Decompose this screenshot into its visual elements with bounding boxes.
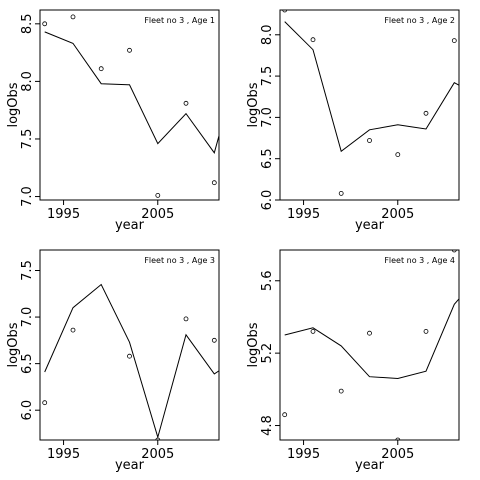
panel-3-fitted-line (44, 283, 219, 440)
panel-4-observed-point (310, 328, 316, 334)
panel-2-observed-point (395, 152, 401, 158)
panel-1-x-axis-label: year (115, 218, 145, 233)
panel-4-fitted-line (284, 298, 459, 380)
panel-4-y-tick-label: 5.6 (260, 270, 275, 291)
panel-4-observed-point (395, 437, 401, 440)
panel-4-x-axis-label: year (355, 458, 385, 473)
panel-2-observed-point (310, 37, 316, 43)
panel-1-y-axis-label: logObs (6, 82, 21, 127)
panel-1-observed-point (127, 47, 132, 53)
panel-2-marks (282, 10, 459, 196)
panel-2-y-tick-label: 8.0 (260, 24, 275, 45)
panel-1-observed-point (70, 14, 76, 20)
panel-4-observed-point (367, 330, 372, 336)
panel-1-fitted-line (44, 31, 219, 154)
panel-4-observed-point (338, 388, 344, 394)
panel-2-x-axis-label: year (355, 218, 385, 233)
panel-2-y-axis-label: logObs (246, 82, 261, 127)
panel-3-x-tick-label: 2005 (141, 447, 174, 462)
panel-3-x-axis-label: year (115, 458, 145, 473)
panel-3-y-tick-label: 6.0 (20, 400, 35, 421)
panel-4-title: Fleet no 3 , Age 4 (384, 256, 455, 265)
panel-2-observed-point (423, 110, 429, 116)
panel-2: 1995 2005 6.0 6.5 7.0 7.5 8.0 year logObs Fleet n… (246, 9, 460, 233)
panel-3-observed-point (211, 337, 217, 343)
panel-1-x-tick-label: 2005 (141, 207, 174, 222)
panel-1-observed-point (42, 21, 48, 27)
panel-2-y-tick-label: 7.0 (260, 107, 275, 128)
panel-2-frame (279, 9, 460, 201)
panel-3-y-tick-label: 7.0 (20, 307, 35, 328)
panel-2-observed-point (338, 190, 344, 196)
panel-2-observed-point (367, 138, 372, 143)
panel-2-observed-point (451, 38, 457, 43)
panel-4-marks (282, 250, 459, 440)
panel-3-frame (39, 249, 220, 441)
panel-4-frame (279, 249, 460, 441)
panel-3-x-tick-label: 1995 (47, 447, 80, 462)
panel-3-observed-point (183, 316, 189, 322)
panel-3-y-axis-label: logObs (6, 322, 21, 367)
panel-1-title: Fleet no 3 , Age 1 (144, 16, 215, 25)
panel-1-y-tick-label: 8.5 (20, 13, 35, 34)
panel-2-x-tick-label: 2005 (381, 207, 414, 222)
panel-3-y-tick-label: 6.5 (20, 353, 35, 374)
panel-2-x-tick-label: 1995 (287, 207, 320, 222)
panel-3-observed-point (70, 327, 76, 333)
panel-1-observed-point (98, 66, 104, 72)
panel-3-observed-point (127, 353, 132, 359)
panel-4-y-axis-label: logObs (246, 322, 261, 367)
panel-2-y-tick-label: 6.0 (260, 190, 275, 211)
panel-2-observed-point (282, 10, 288, 13)
panel-3: 1995 2005 6.0 6.5 7.0 7.5 year logObs Fleet no 3… (6, 244, 245, 473)
panel-1-frame (39, 9, 220, 201)
panel-1-y-tick-label: 7.5 (20, 129, 35, 150)
panel-1-observed-point (183, 100, 189, 106)
panel-3-observed-point (241, 373, 245, 377)
panel-1: 1995 2005 7.0 7.5 8.0 8.5 year logObs Fleet no 3… (6, 9, 245, 233)
panel-4: 1995 2005 4.8 5.2 5.6 year logObs Fleet no 3 , … (246, 249, 460, 473)
panel-4-x-tick-label: 2005 (381, 447, 414, 462)
panel-4-y-tick-label: 5.2 (260, 343, 275, 364)
panel-4-observed-point (451, 250, 457, 253)
panel-4-observed-point (282, 412, 288, 418)
panel-4-x-tick-label: 1995 (287, 447, 320, 462)
panel-2-y-tick-label: 7.5 (260, 66, 275, 87)
panel-1-observed-point (241, 60, 245, 64)
panel-3-observed-point (42, 400, 48, 406)
panel-3-y-tick-label: 7.5 (20, 260, 35, 281)
panel-2-y-tick-label: 6.5 (260, 148, 275, 169)
panel-4-observed-point (423, 328, 429, 334)
panel-2-title: Fleet no 3 , Age 2 (384, 16, 455, 25)
panel-3-marks (42, 244, 245, 440)
panel-1-observed-point (211, 180, 217, 186)
panel-1-marks (42, 14, 245, 198)
panel-1-observed-point (155, 192, 161, 198)
panel-2-fitted-line (284, 21, 459, 153)
panel-3-title: Fleet no 3 , Age 3 (144, 256, 215, 265)
panel-1-y-tick-label: 7.0 (20, 186, 35, 207)
panel-4-y-tick-label: 4.8 (260, 415, 275, 436)
panel-3-observed-point (99, 244, 103, 248)
panel-1-y-tick-label: 8.0 (20, 71, 35, 92)
panel-1-x-tick-label: 1995 (47, 207, 80, 222)
